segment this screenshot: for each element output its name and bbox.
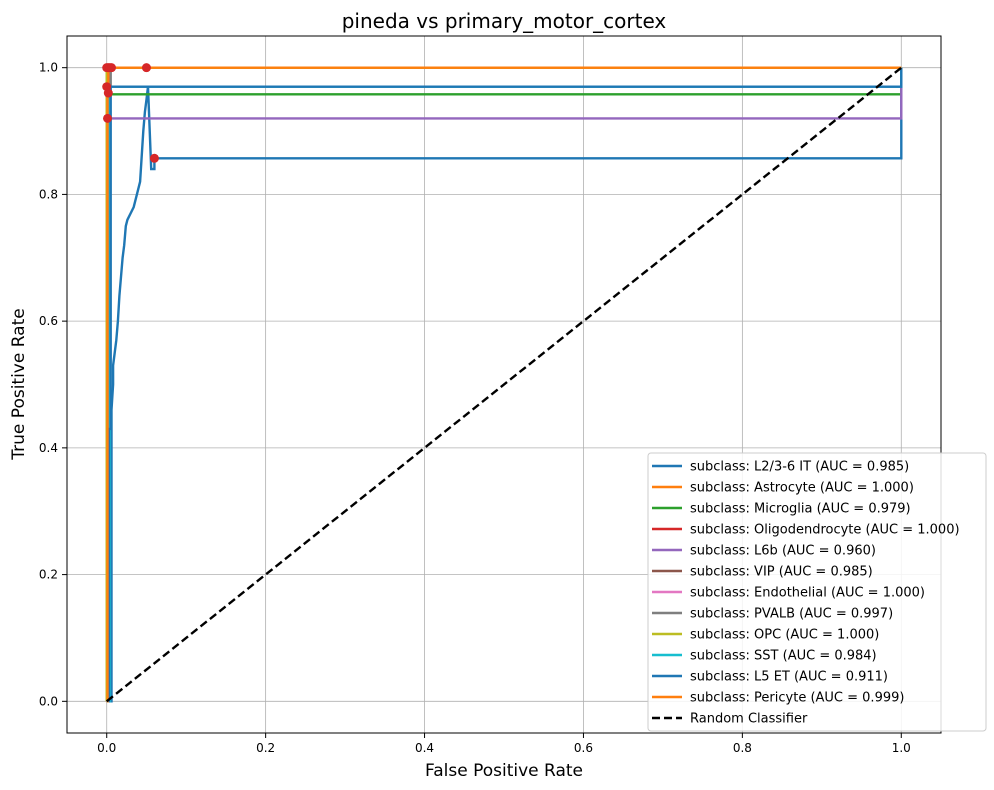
series-line-0 — [106, 67, 903, 703]
x-tick-label: 0.4 — [415, 741, 434, 755]
legend-entry: subclass: Oligodendrocyte (AUC = 1.000) — [690, 523, 960, 538]
legend-entry: subclass: Pericyte (AUC = 0.999) — [690, 691, 904, 706]
x-tick-label: 0.6 — [574, 741, 593, 755]
threshold-points — [102, 63, 159, 163]
y-tick-label: 1.0 — [39, 61, 58, 75]
y-tick-label: 0.6 — [39, 314, 58, 328]
legend-entry: subclass: PVALB (AUC = 0.997) — [690, 607, 893, 622]
legend-entry: subclass: L5 ET (AUC = 0.911) — [690, 670, 888, 685]
chart-title: pineda vs primary_motor_cortex — [342, 9, 667, 33]
x-axis-title: False Positive Rate — [425, 761, 583, 781]
legend-entry: subclass: Astrocyte (AUC = 1.000) — [690, 481, 914, 496]
y-axis-ticks: 0.0 0.2 0.4 0.6 0.8 1.0 — [39, 61, 67, 708]
legend-box — [647, 452, 987, 732]
series-line-12 — [105, 66, 903, 703]
legend-entry: subclass: Microglia (AUC = 0.979) — [690, 502, 911, 517]
legend-entry: Random Classifier — [690, 712, 808, 727]
x-tick-label: 1.0 — [892, 741, 911, 755]
x-tick-label: 0.0 — [97, 741, 116, 755]
x-tick-label: 0.2 — [256, 741, 275, 755]
legend-entry: subclass: SST (AUC = 0.984) — [690, 649, 877, 664]
threshold-point — [149, 153, 159, 163]
x-tick-label: 0.8 — [733, 741, 752, 755]
legend-entry: subclass: VIP (AUC = 0.985) — [690, 565, 873, 580]
y-tick-label: 0.0 — [39, 694, 58, 708]
threshold-point — [103, 113, 113, 123]
legend-entry: subclass: L6b (AUC = 0.960) — [690, 544, 876, 559]
threshold-point — [103, 88, 113, 98]
x-axis-ticks: 0.0 0.2 0.4 0.6 0.8 1.0 — [97, 733, 911, 755]
series-line-10 — [106, 67, 903, 703]
plot-frame — [66, 35, 942, 734]
legend-entry: subclass: Endothelial (AUC = 1.000) — [690, 586, 925, 601]
y-axis-title: True Positive Rate — [9, 308, 29, 460]
y-tick-label: 0.2 — [39, 568, 58, 582]
legend-entry: subclass: OPC (AUC = 1.000) — [690, 628, 879, 643]
threshold-point — [141, 63, 151, 73]
threshold-point — [106, 63, 116, 73]
legend-entry: subclass: L2/3-6 IT (AUC = 0.985) — [690, 460, 909, 475]
y-tick-label: 0.4 — [39, 441, 58, 455]
y-tick-label: 0.8 — [39, 187, 58, 201]
legend: subclass: L2/3-6 IT (AUC = 0.985) subclas… — [647, 452, 987, 732]
